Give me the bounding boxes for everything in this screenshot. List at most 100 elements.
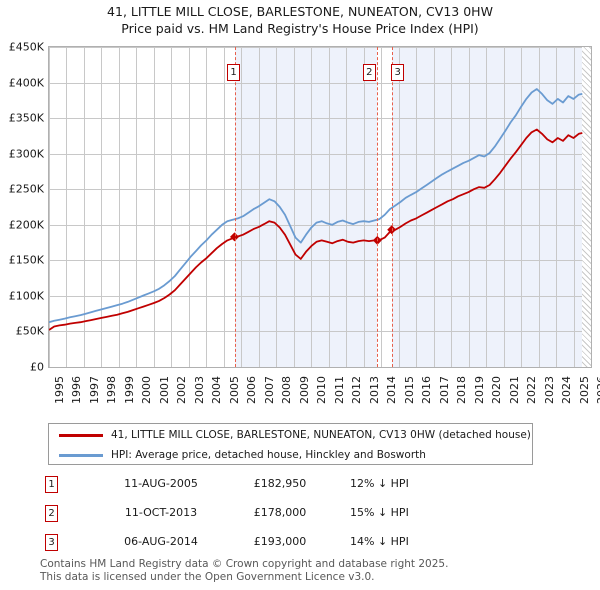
- x-axis-tick-label: 2011: [332, 376, 346, 404]
- x-axis-tick-label: 2023: [542, 376, 556, 404]
- x-axis-tick-label: 2005: [227, 376, 241, 404]
- series-lines: [49, 88, 583, 331]
- x-axis-tick-label: 2019: [472, 376, 486, 404]
- x-axis-tick-label: 2025: [577, 376, 591, 404]
- x-axis-tick-label: 2010: [315, 376, 329, 404]
- legend-swatch-property: [59, 434, 103, 437]
- gridline-vertical: [101, 47, 102, 367]
- transaction-hpi-delta-3: 14% ↓ HPI: [350, 535, 409, 548]
- gridline-vertical: [346, 47, 347, 367]
- gridline-vertical: [556, 47, 557, 367]
- sale-date-line: [234, 47, 236, 367]
- gridline-vertical: [364, 47, 365, 367]
- x-axis-tick-label: 2014: [385, 376, 399, 404]
- x-axis-tick-label: 2017: [437, 376, 451, 404]
- table-row: 1 11-AUG-2005 £182,950 12% ↓ HPI: [45, 474, 515, 503]
- title-line-2: Price paid vs. HM Land Registry's House …: [121, 21, 479, 36]
- transaction-date-1: 11-AUG-2005: [124, 477, 198, 490]
- gridline-vertical: [119, 47, 120, 367]
- y-axis-tick-label: £250K: [8, 182, 44, 196]
- x-axis-tick-label: 2013: [367, 376, 381, 404]
- gridline-vertical: [189, 47, 190, 367]
- series-line: [49, 128, 583, 331]
- gridline-vertical: [521, 47, 522, 367]
- x-axis-tick-label: 1998: [105, 376, 119, 404]
- sale-date-line: [377, 47, 379, 367]
- transaction-index-1: 1: [45, 476, 58, 493]
- legend-swatch-hpi: [59, 454, 103, 457]
- gridline-horizontal: [49, 118, 591, 119]
- title-line-1: 41, LITTLE MILL CLOSE, BARLESTONE, NUNEA…: [107, 4, 493, 19]
- transaction-price-1: £182,950: [253, 477, 307, 490]
- gridline-vertical: [504, 47, 505, 367]
- x-axis-tick-label: 2021: [507, 376, 521, 404]
- x-axis-labels: 1995 1996 1997 1998 1999 2000 2001 2002 2003 2004…: [48, 374, 600, 424]
- transaction-date-3: 06-AUG-2014: [124, 535, 198, 548]
- footer-attribution: Contains HM Land Registry data © Crown c…: [40, 558, 580, 584]
- transaction-index-3: 3: [45, 534, 58, 551]
- x-axis-tick-label: 2007: [262, 376, 276, 404]
- table-row: 3 06-AUG-2014 £193,000 14% ↓ HPI: [45, 532, 515, 561]
- transaction-index-2: 2: [45, 505, 58, 522]
- gridline-vertical: [84, 47, 85, 367]
- gridline-horizontal: [49, 331, 591, 332]
- table-row: 2 11-OCT-2013 £178,000 15% ↓ HPI: [45, 503, 515, 532]
- gridline-vertical: [591, 47, 592, 367]
- y-axis-tick-label: £150K: [8, 253, 44, 267]
- gridline-vertical: [206, 47, 207, 367]
- y-axis-tick-label: £200K: [8, 218, 44, 232]
- x-axis-tick-label: 1995: [53, 376, 66, 404]
- y-axis-tick-label: £450K: [8, 40, 44, 54]
- transaction-hpi-delta-2: 15% ↓ HPI: [350, 506, 409, 519]
- y-axis-tick-label: £50K: [15, 324, 44, 338]
- gridline-vertical: [399, 47, 400, 367]
- transaction-date-2: 11-OCT-2013: [124, 506, 198, 519]
- gridline-vertical: [469, 47, 470, 367]
- y-axis-tick-label: £100K: [8, 289, 44, 303]
- x-axis-tick-label: 2004: [210, 376, 224, 404]
- gridline-horizontal: [49, 47, 591, 48]
- x-axis-tick-label: 2022: [525, 376, 539, 404]
- footer-line-2: This data is licensed under the Open Gov…: [40, 571, 375, 583]
- x-axis-tick-label: 2020: [490, 376, 504, 404]
- legend-label-property: 41, LITTLE MILL CLOSE, BARLESTONE, NUNEA…: [111, 429, 531, 441]
- gridline-vertical: [259, 47, 260, 367]
- forecast-hatched-region: [582, 47, 591, 367]
- gridline-vertical: [49, 47, 50, 367]
- gridline-vertical: [154, 47, 155, 367]
- gridline-horizontal: [49, 154, 591, 155]
- sale-date-line: [391, 47, 393, 367]
- gridline-horizontal: [49, 189, 591, 190]
- x-axis-tick-label: 2009: [297, 376, 311, 404]
- series-line: [49, 88, 583, 324]
- chart-area: £0 £50K £100K £150K £200K £250K £300K £350K £400…: [0, 40, 600, 405]
- y-axis-tick-label: £300K: [8, 147, 44, 161]
- gridline-vertical: [574, 47, 575, 367]
- x-axis-tick-label: 2003: [192, 376, 206, 404]
- x-axis-tick-label: 2006: [245, 376, 259, 404]
- x-axis-tick-label: 2008: [280, 376, 294, 404]
- gridline-vertical: [486, 47, 487, 367]
- gridline-vertical: [434, 47, 435, 367]
- chart-sale-marker-2: 2: [362, 64, 376, 81]
- x-axis-tick-label: 2016: [420, 376, 434, 404]
- gridline-vertical: [241, 47, 242, 367]
- gridline-vertical: [311, 47, 312, 367]
- x-axis-tick-label: 2001: [157, 376, 171, 404]
- plot-area: [48, 46, 592, 368]
- gridline-vertical: [66, 47, 67, 367]
- gridline-vertical: [171, 47, 172, 367]
- post-purchase-shading: [234, 47, 591, 367]
- legend-item-property: 41, LITTLE MILL CLOSE, BARLESTONE, NUNEA…: [49, 425, 532, 445]
- x-axis-tick-label: 1996: [70, 376, 84, 404]
- x-axis-tick-label: 2026: [595, 376, 600, 404]
- gridline-horizontal: [49, 367, 591, 368]
- legend-item-hpi: HPI: Average price, detached house, Hinc…: [49, 445, 532, 465]
- x-axis-tick-label: 2000: [140, 376, 154, 404]
- page-title: 41, LITTLE MILL CLOSE, BARLESTONE, NUNEA…: [0, 3, 600, 37]
- x-axis-tick-label: 2018: [455, 376, 469, 404]
- y-axis-labels: £0 £50K £100K £150K £200K £250K £300K £350K £400…: [0, 40, 48, 380]
- gridline-horizontal: [49, 225, 591, 226]
- gridline-vertical: [381, 47, 382, 367]
